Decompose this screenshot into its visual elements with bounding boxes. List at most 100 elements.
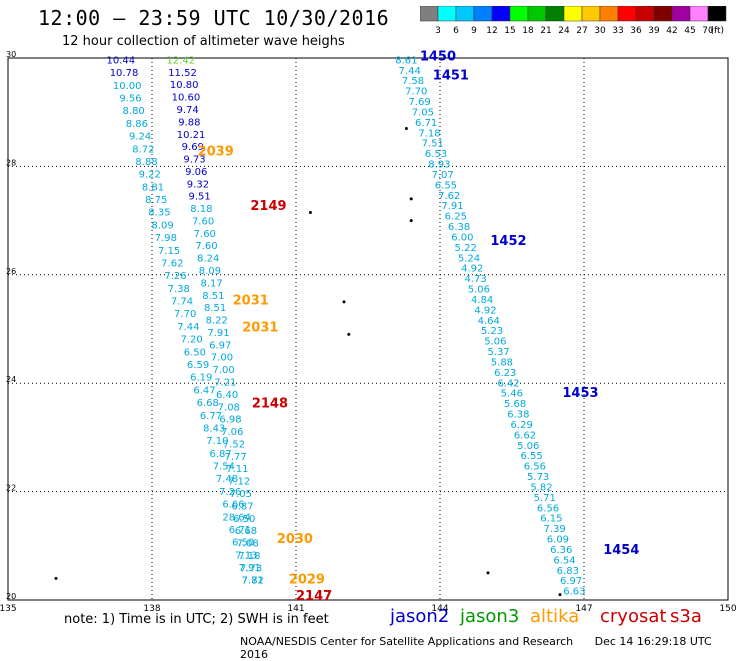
- swh-value: 7.71: [242, 576, 264, 587]
- swh-value: 7.62: [161, 258, 183, 269]
- colorbar-tick: 39: [648, 26, 660, 36]
- swh-value: 9.32: [187, 179, 209, 190]
- swh-value: 7.26: [164, 271, 186, 282]
- swh-value: 8.09: [152, 220, 174, 231]
- swh-value: 5.82: [530, 482, 552, 493]
- x-tick-label: 138: [143, 604, 160, 614]
- swh-value: 7.08: [237, 539, 259, 550]
- x-tick-label: 144: [431, 604, 448, 614]
- swh-value: 6.66: [222, 500, 244, 511]
- pass-label: 2147: [296, 589, 332, 604]
- swh-value: 7.98: [155, 233, 177, 244]
- swh-value: 7.12: [228, 477, 250, 488]
- swh-value: 10.60: [172, 93, 201, 104]
- swh-value: 9.69: [182, 142, 204, 153]
- swh-value: 10.80: [170, 80, 199, 91]
- swh-value: 5.37: [488, 347, 510, 358]
- swh-value: 6.54: [553, 555, 575, 566]
- pass-label: 2031: [242, 321, 278, 336]
- swh-value: 12.42: [166, 55, 195, 66]
- swh-value: 6.23: [494, 368, 516, 379]
- island-mark: [342, 300, 346, 304]
- swh-value: 9.22: [139, 170, 161, 181]
- swh-value: 6.38: [507, 410, 529, 421]
- swh-value: 7.74: [171, 297, 193, 308]
- swh-value: 6.83: [557, 566, 579, 577]
- swh-value: 7.10: [206, 436, 228, 447]
- swh-value: 8.51: [202, 291, 224, 302]
- colorbar-legend: 3 6 9 12 15 18 21 24 27 30 33 36 39 42 45 70(ft): [420, 6, 727, 36]
- x-tick-label: 141: [287, 604, 304, 614]
- swh-value: 7.18: [238, 551, 260, 562]
- colorbar-unit: (ft): [710, 26, 724, 36]
- swh-value: 7.07: [432, 170, 454, 181]
- swh-value: 6.87: [231, 501, 253, 512]
- colorbar-tick: 45: [684, 26, 695, 36]
- swh-value: 9.24: [129, 132, 151, 143]
- island-mark: [54, 576, 58, 580]
- note-text: note: 1) Time is in UTC; 2) SWH is in fe…: [64, 612, 329, 627]
- swh-value: 7.60: [195, 241, 217, 252]
- pass-label: 2148: [252, 397, 288, 412]
- pass-label: 2031: [233, 294, 269, 309]
- swh-value: 9.06: [185, 167, 207, 178]
- swh-value: 7.51: [422, 139, 444, 150]
- colorbar-tick: 70: [702, 26, 714, 36]
- swh-value: 7.52: [223, 439, 245, 450]
- swh-value: 6.47: [193, 385, 215, 396]
- swh-value: 7.00: [211, 353, 233, 364]
- swh-value: 7.91: [441, 201, 463, 212]
- y-tick-label: 28: [6, 158, 16, 167]
- swh-value: 7.70: [174, 309, 196, 320]
- swh-value: 10.21: [177, 130, 206, 141]
- y-tick-label: 26: [6, 267, 16, 276]
- swh-value: 10.44: [106, 55, 135, 66]
- legend-jason3: jason3: [460, 606, 520, 627]
- swh-value: 9.51: [189, 192, 211, 203]
- legend-s3a: s3a: [670, 606, 702, 627]
- swh-value: 7.60: [192, 216, 214, 227]
- swh-value: 7.13: [235, 550, 257, 561]
- swh-value: 7.54: [213, 462, 235, 473]
- swh-value: 6.98: [219, 415, 241, 426]
- swh-value: 6.71: [415, 118, 437, 129]
- swh-value: 6.50: [184, 347, 206, 358]
- swh-value: 6.53: [425, 149, 447, 160]
- pass-label: 1452: [490, 234, 526, 249]
- swh-value: 7.91: [238, 563, 260, 574]
- swh-value: 8.22: [206, 316, 228, 327]
- swh-value: 6.87: [209, 449, 231, 460]
- pass-label: 2039: [198, 145, 234, 160]
- swh-value: 5.06: [517, 441, 539, 452]
- x-tick-label: 150: [719, 604, 736, 614]
- footer-credit: NOAA/NESDIS Center for Satellite Applica…: [240, 635, 740, 661]
- swh-value: 6.09: [547, 535, 569, 546]
- swh-value: 8.35: [148, 208, 170, 219]
- pass-label: 1454: [603, 543, 639, 558]
- colorbar-tick: 24: [558, 26, 570, 36]
- swh-value: 7.91: [207, 328, 229, 339]
- swh-value: 6.77: [200, 411, 222, 422]
- swh-value: 8.88: [135, 157, 157, 168]
- swh-value: 6.71: [229, 525, 251, 536]
- swh-value: 7.05: [412, 107, 434, 118]
- swh-value: 6.40: [216, 390, 238, 401]
- swh-value: 6.68: [197, 398, 219, 409]
- swh-value: 6.29: [511, 420, 533, 431]
- swh-value: 6.50: [233, 514, 255, 525]
- swh-value: 6.50: [232, 538, 254, 549]
- swh-value: 5.88: [491, 357, 513, 368]
- swh-value: 7.38: [168, 284, 190, 295]
- swh-value: 7.06: [221, 427, 243, 438]
- legend-cryosat: cryosat: [600, 606, 667, 627]
- y-tick-label: 20: [6, 592, 16, 601]
- swh-value: 4.64: [478, 316, 500, 327]
- swh-value: 7.44: [399, 66, 421, 77]
- swh-value: 6.38: [448, 222, 470, 233]
- swh-value: 6.56: [524, 462, 546, 473]
- swh-value: 10.00: [113, 81, 142, 92]
- swh-value: 6.97: [560, 576, 582, 587]
- y-tick-label: 30: [6, 50, 16, 59]
- swh-value: 8.09: [199, 266, 221, 277]
